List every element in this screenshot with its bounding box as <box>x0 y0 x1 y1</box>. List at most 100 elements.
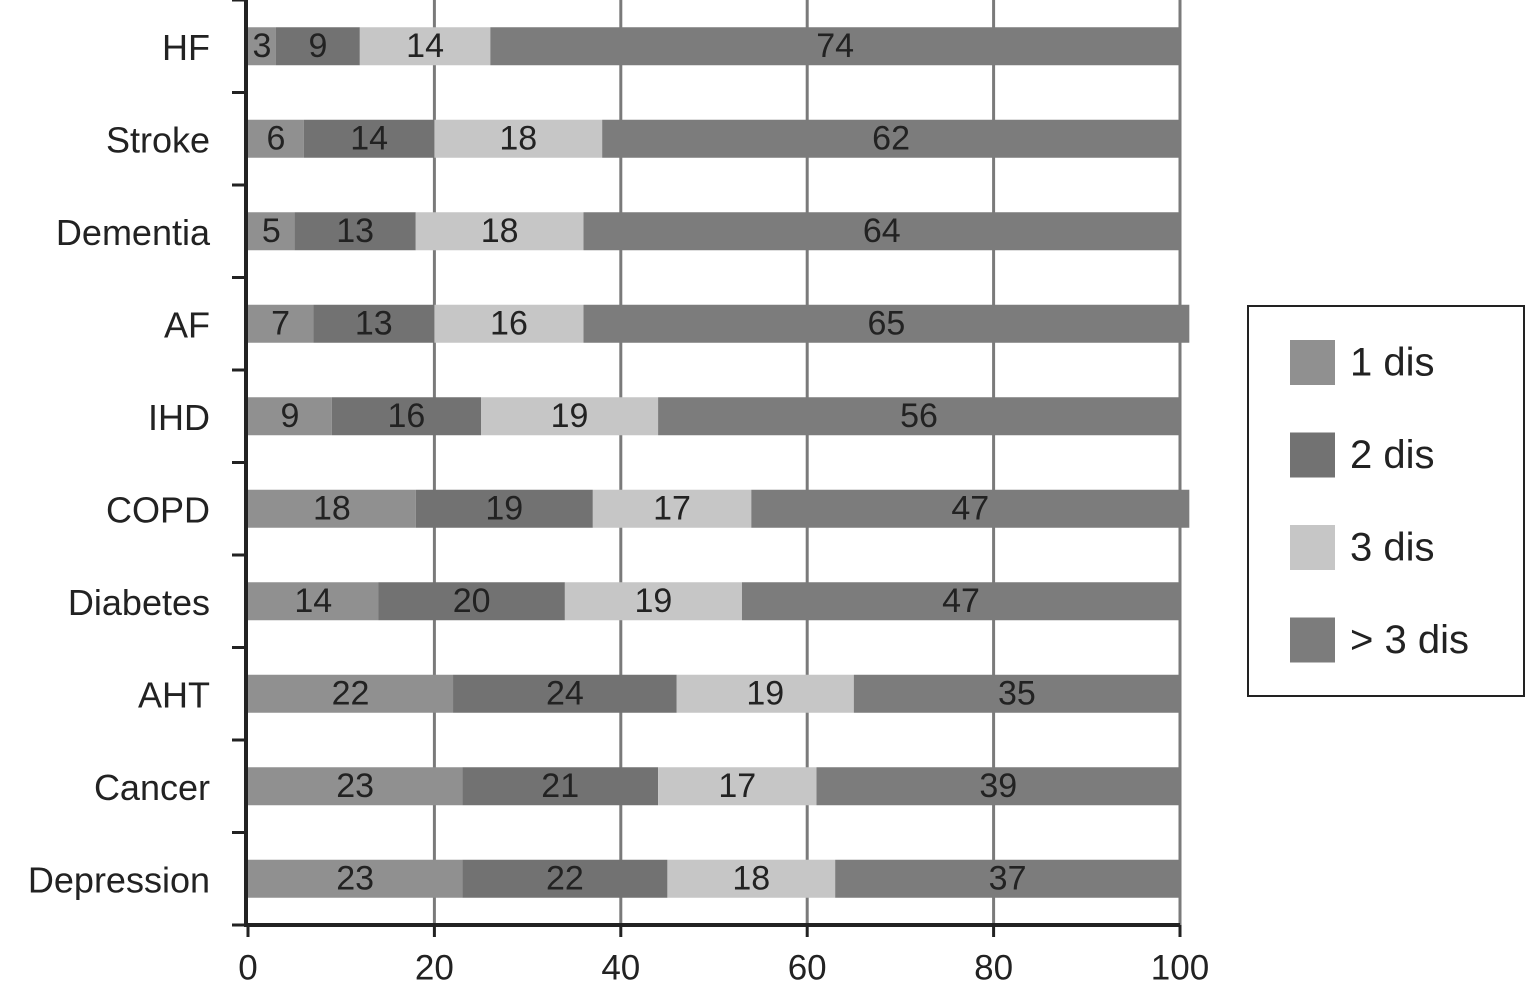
data-label: 47 <box>942 582 980 620</box>
data-label: 22 <box>332 675 370 713</box>
legend-swatch <box>1290 432 1335 478</box>
data-label: 19 <box>485 490 523 528</box>
bar-segment <box>583 212 1180 251</box>
y-tick-label: Dementia <box>56 212 211 253</box>
bar-segment <box>378 582 565 621</box>
y-tick-label: Stroke <box>106 119 210 160</box>
data-label: 23 <box>336 767 374 805</box>
bar-segment <box>415 489 593 528</box>
bar-segment <box>248 674 454 713</box>
data-label: 64 <box>863 212 901 250</box>
data-label: 19 <box>746 675 784 713</box>
data-label: 9 <box>308 27 327 65</box>
data-label: 18 <box>481 212 519 250</box>
data-label: 18 <box>313 490 351 528</box>
data-label: 20 <box>453 582 491 620</box>
data-label: 3 <box>253 27 272 65</box>
data-label: 7 <box>271 305 290 343</box>
bar-segment <box>592 489 752 528</box>
data-label: 47 <box>951 490 989 528</box>
data-label: 13 <box>336 212 374 250</box>
x-tick-label: 80 <box>974 948 1013 987</box>
y-tick-label: COPD <box>106 489 210 530</box>
data-label: 56 <box>900 397 938 435</box>
bar-segment <box>275 27 360 66</box>
bar-segment <box>490 27 1180 66</box>
x-tick-label: 100 <box>1151 948 1209 987</box>
data-label: 17 <box>718 767 756 805</box>
bar-segment <box>359 27 491 66</box>
y-tick-label: AHT <box>138 674 210 715</box>
bar-segment <box>853 674 1180 713</box>
data-label: 22 <box>546 860 584 898</box>
data-label: 35 <box>998 675 1036 713</box>
y-tick-label: Depression <box>28 859 210 900</box>
legend-label: 1 dis <box>1350 341 1435 385</box>
data-label: 9 <box>280 397 299 435</box>
bar-segment <box>415 212 584 251</box>
data-label: 6 <box>266 120 285 158</box>
data-label: 65 <box>868 305 906 343</box>
data-label: 14 <box>294 582 332 620</box>
data-label: 23 <box>336 860 374 898</box>
bar-segment <box>658 397 1180 436</box>
data-label: 19 <box>635 582 673 620</box>
legend-label: > 3 dis <box>1350 618 1469 662</box>
data-label: 62 <box>872 120 910 158</box>
bar-segment <box>313 304 435 343</box>
bar-segment <box>816 767 1180 806</box>
legend-label: 3 dis <box>1350 526 1435 570</box>
y-tick-label: Diabetes <box>68 582 210 623</box>
bar-segment <box>331 397 481 436</box>
x-tick-label: 20 <box>415 948 454 987</box>
bar-segment <box>248 397 332 436</box>
bar-segment <box>434 304 584 343</box>
data-label: 16 <box>490 305 528 343</box>
bar-segment <box>303 119 435 158</box>
legend-swatch <box>1290 340 1335 385</box>
bar-segment <box>462 859 668 898</box>
data-label: 5 <box>262 212 281 250</box>
data-label: 17 <box>653 490 691 528</box>
y-tick-label: HF <box>162 27 210 68</box>
data-label: 18 <box>499 120 537 158</box>
bar-segment <box>248 27 276 66</box>
bar-segment <box>248 119 304 158</box>
data-label: 37 <box>989 860 1027 898</box>
legend-swatch <box>1290 525 1335 570</box>
data-label: 19 <box>551 397 589 435</box>
data-label: 21 <box>541 767 579 805</box>
bar-segment <box>481 397 659 436</box>
bar-segment <box>564 582 742 621</box>
bar-segment <box>751 489 1190 528</box>
x-tick-label: 0 <box>238 948 257 987</box>
bar-segment <box>248 859 463 898</box>
bar-segment <box>741 582 1180 621</box>
data-label: 16 <box>388 397 426 435</box>
data-label: 24 <box>546 675 584 713</box>
bar-segment <box>453 674 677 713</box>
bar-segment <box>602 119 1180 158</box>
legend-swatch <box>1290 617 1335 663</box>
data-label: 39 <box>979 767 1017 805</box>
bar-segment <box>462 767 659 806</box>
bar-segment <box>583 304 1190 343</box>
bar-segment <box>676 674 854 713</box>
data-label: 18 <box>732 860 770 898</box>
data-label: 14 <box>406 27 444 65</box>
bar-segment <box>248 489 416 528</box>
x-tick-label: 60 <box>788 948 827 987</box>
bar-segment <box>248 582 379 621</box>
bar-segment <box>248 304 314 343</box>
y-tick-label: Cancer <box>94 767 210 808</box>
data-label: 13 <box>355 305 393 343</box>
bar-segment <box>434 119 603 158</box>
bar-segment <box>835 859 1180 898</box>
bar-segment <box>248 212 295 251</box>
bar-segment <box>667 859 836 898</box>
y-tick-label: IHD <box>148 397 210 438</box>
y-tick-label: AF <box>164 304 210 345</box>
legend-label: 2 dis <box>1350 433 1435 477</box>
bar-segment <box>294 212 416 251</box>
